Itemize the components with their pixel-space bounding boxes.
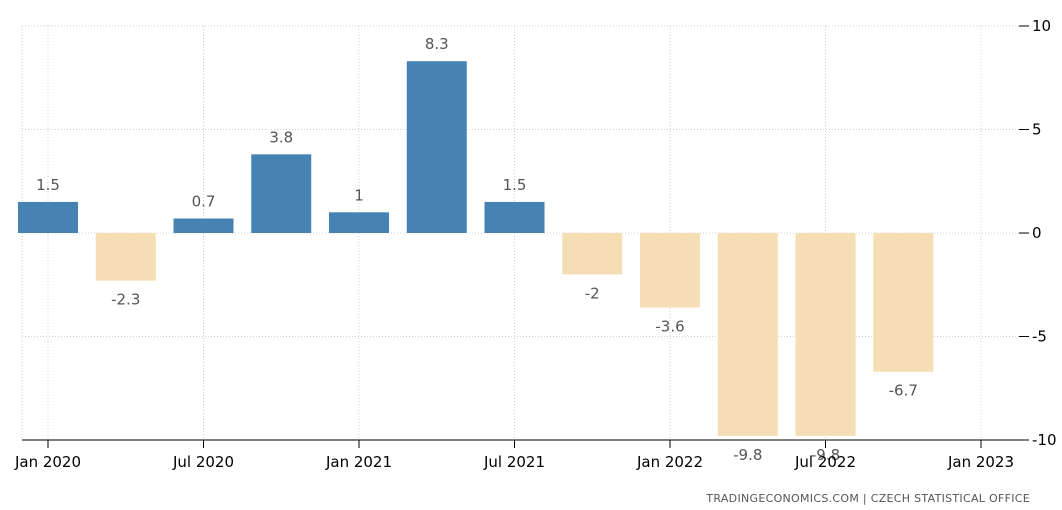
data-label: -3.6 (655, 318, 684, 336)
bars (18, 61, 934, 436)
data-label: 1.5 (36, 176, 60, 194)
x-tick-label: Jan 2022 (636, 453, 703, 471)
data-label: -2.3 (111, 291, 140, 309)
data-label: 1.5 (503, 176, 527, 194)
x-tick-label: Jan 2023 (947, 453, 1014, 471)
bar (329, 212, 389, 233)
bar (873, 233, 934, 372)
bar (406, 61, 467, 233)
source-credit: TRADINGECONOMICS.COM | CZECH STATISTICAL… (706, 492, 1030, 505)
bar (251, 154, 312, 233)
bar (173, 218, 234, 233)
bar (95, 233, 156, 281)
data-label: -6.7 (889, 382, 918, 400)
x-axis-ticks: Jan 2020 Jul 2020 Jan 2021 Jul 2021 Jan 2022… (14, 440, 1014, 471)
y-tick-label: -5 (1032, 328, 1047, 346)
y-tick-label: -10 (1032, 431, 1057, 449)
y-tick-label: 0 (1032, 224, 1042, 242)
data-label: -9.8 (733, 446, 762, 464)
bar (795, 233, 856, 436)
bar (640, 233, 700, 308)
y-tick-label: 5 (1032, 121, 1042, 139)
x-tick-label: Jul 2022 (794, 453, 856, 471)
data-label: 8.3 (425, 35, 449, 53)
data-label: 1 (354, 186, 364, 204)
data-label: -9.8 (811, 446, 840, 464)
x-tick-label: Jul 2021 (483, 453, 545, 471)
data-label: 3.8 (269, 128, 293, 146)
data-label: 0.7 (192, 193, 216, 211)
data-labels: 1.5 -2.3 0.7 3.8 1 8.3 1.5 -2 -3.6 -9.8 -9.8 -6.7 (36, 35, 918, 464)
x-tick-label: Jan 2021 (325, 453, 392, 471)
bar (18, 201, 78, 233)
data-label: -2 (585, 284, 600, 302)
x-tick-label: Jan 2020 (14, 453, 81, 471)
bar (562, 233, 623, 275)
y-axis-ticks: 10 5 0 -5 -10 (1019, 17, 1057, 449)
bar (717, 233, 778, 436)
bar (484, 201, 545, 233)
x-tick-label: Jul 2020 (172, 453, 234, 471)
y-tick-label: 10 (1032, 17, 1051, 35)
bar-chart: 1.5 -2.3 0.7 3.8 1 8.3 1.5 -2 -3.6 -9.8 -9.8 -6.7 1… (14, 17, 1057, 471)
